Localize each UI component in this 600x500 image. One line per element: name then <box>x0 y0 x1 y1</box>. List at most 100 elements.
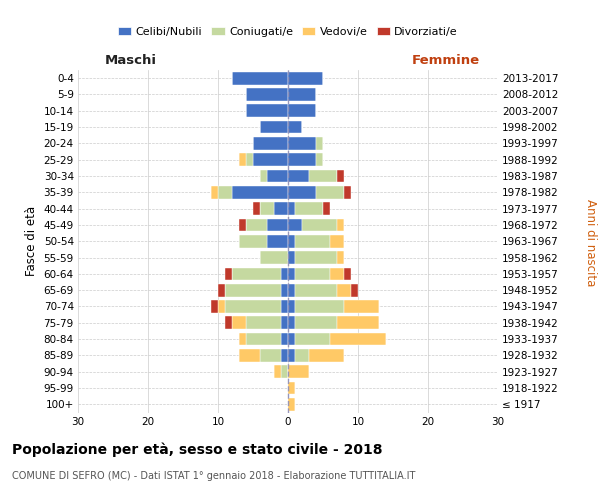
Bar <box>288 137 316 150</box>
Bar <box>288 332 295 345</box>
Bar <box>225 284 281 296</box>
Bar <box>246 88 288 101</box>
Bar <box>288 349 295 362</box>
Bar <box>330 268 344 280</box>
Bar <box>288 88 316 101</box>
Bar <box>253 154 288 166</box>
Bar <box>239 218 246 232</box>
Bar <box>288 382 295 394</box>
Bar <box>288 398 295 410</box>
Bar <box>288 72 323 85</box>
Bar <box>288 366 309 378</box>
Bar <box>288 154 316 166</box>
Bar <box>232 316 246 329</box>
Bar <box>295 268 330 280</box>
Bar <box>344 268 351 280</box>
Bar <box>211 186 218 198</box>
Bar <box>281 349 288 362</box>
Bar <box>246 316 281 329</box>
Bar <box>288 186 316 198</box>
Bar <box>260 251 288 264</box>
Bar <box>232 268 281 280</box>
Bar <box>253 137 288 150</box>
Bar <box>337 251 344 264</box>
Bar <box>288 104 316 117</box>
Bar <box>302 218 337 232</box>
Bar <box>246 332 281 345</box>
Bar <box>260 120 288 134</box>
Bar <box>330 332 386 345</box>
Bar <box>218 186 232 198</box>
Bar <box>246 154 253 166</box>
Bar <box>337 218 344 232</box>
Bar <box>316 186 344 198</box>
Bar <box>288 300 295 313</box>
Bar <box>344 300 379 313</box>
Bar <box>281 316 288 329</box>
Bar <box>330 235 344 248</box>
Bar <box>288 170 309 182</box>
Bar <box>309 349 344 362</box>
Bar <box>260 349 281 362</box>
Bar <box>218 284 225 296</box>
Bar <box>288 235 295 248</box>
Bar <box>337 316 379 329</box>
Bar <box>351 284 358 296</box>
Legend: Celibi/Nubili, Coniugati/e, Vedovi/e, Divorziati/e: Celibi/Nubili, Coniugati/e, Vedovi/e, Di… <box>113 22 463 42</box>
Bar <box>281 366 288 378</box>
Bar <box>211 300 218 313</box>
Bar <box>295 349 309 362</box>
Text: Femmine: Femmine <box>412 54 479 68</box>
Bar <box>288 251 295 264</box>
Bar <box>295 332 330 345</box>
Bar <box>295 300 344 313</box>
Bar <box>295 284 337 296</box>
Bar <box>316 137 323 150</box>
Bar <box>225 300 281 313</box>
Bar <box>288 316 295 329</box>
Bar <box>239 154 246 166</box>
Bar <box>260 202 274 215</box>
Bar <box>323 202 330 215</box>
Bar <box>337 170 344 182</box>
Bar <box>239 332 246 345</box>
Bar <box>295 202 323 215</box>
Bar <box>267 235 288 248</box>
Bar <box>288 284 295 296</box>
Bar <box>281 284 288 296</box>
Bar <box>274 202 288 215</box>
Bar <box>288 120 302 134</box>
Y-axis label: Fasce di età: Fasce di età <box>25 206 38 276</box>
Bar <box>232 186 288 198</box>
Bar <box>225 268 232 280</box>
Bar <box>274 366 281 378</box>
Bar <box>288 268 295 280</box>
Bar <box>260 170 267 182</box>
Text: Popolazione per età, sesso e stato civile - 2018: Popolazione per età, sesso e stato civil… <box>12 442 383 457</box>
Bar <box>288 218 302 232</box>
Bar <box>295 235 330 248</box>
Text: Maschi: Maschi <box>104 54 157 68</box>
Bar <box>232 72 288 85</box>
Bar <box>288 202 295 215</box>
Bar <box>225 316 232 329</box>
Bar <box>246 104 288 117</box>
Bar <box>267 218 288 232</box>
Bar <box>316 154 323 166</box>
Bar <box>281 300 288 313</box>
Bar <box>253 202 260 215</box>
Bar <box>295 251 337 264</box>
Bar <box>218 300 225 313</box>
Text: Anni di nascita: Anni di nascita <box>584 199 597 286</box>
Bar <box>239 235 267 248</box>
Bar <box>295 316 337 329</box>
Bar <box>344 186 351 198</box>
Bar <box>267 170 288 182</box>
Bar <box>309 170 337 182</box>
Text: COMUNE DI SEFRO (MC) - Dati ISTAT 1° gennaio 2018 - Elaborazione TUTTITALIA.IT: COMUNE DI SEFRO (MC) - Dati ISTAT 1° gen… <box>12 471 415 481</box>
Bar <box>281 332 288 345</box>
Bar <box>337 284 351 296</box>
Bar <box>246 218 267 232</box>
Bar <box>281 268 288 280</box>
Bar <box>239 349 260 362</box>
